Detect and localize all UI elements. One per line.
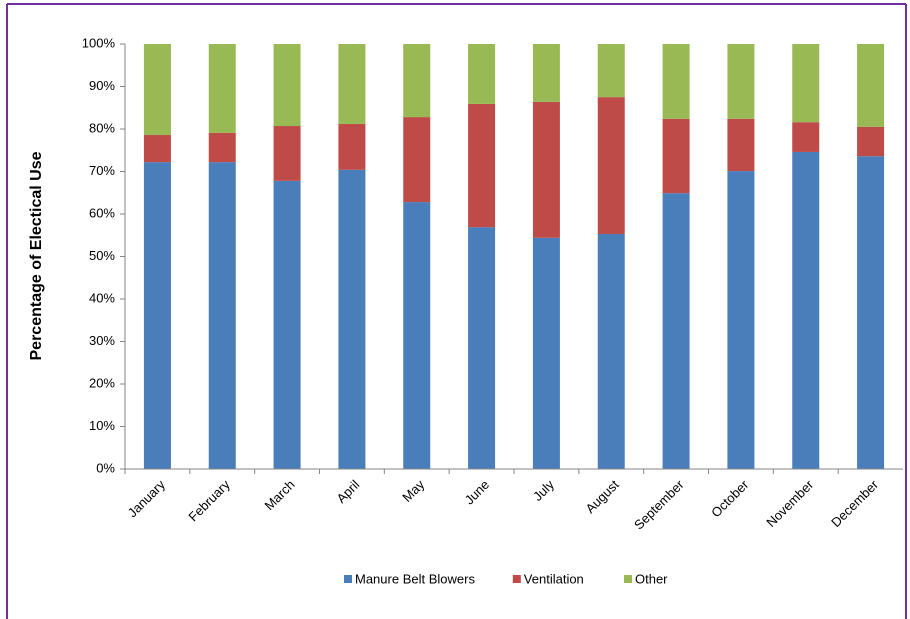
bar-segment [727, 118, 755, 172]
legend-label: Ventilation [524, 571, 584, 586]
bar-segment [338, 169, 366, 470]
bar-segment [532, 101, 560, 238]
bar-segment [597, 44, 625, 98]
bar-segment [597, 97, 625, 234]
bar-segment [468, 44, 496, 104]
x-tick-label: April [333, 477, 362, 506]
bar-segment [403, 202, 431, 469]
legend-swatch [512, 575, 521, 583]
bar-segment [662, 193, 690, 470]
y-tick-label: 50% [89, 248, 115, 263]
y-tick-label: 100% [82, 35, 116, 50]
bar-segment [403, 117, 431, 203]
legend-swatch [344, 575, 352, 583]
y-tick-label: 90% [89, 78, 115, 93]
y-tick-label: 10% [89, 418, 115, 433]
bar-segment [468, 103, 496, 228]
bar-segment [143, 162, 171, 469]
y-tick-label: 0% [96, 460, 115, 475]
bar-segment [273, 44, 301, 127]
x-tick-label: October [708, 476, 752, 520]
x-tick-label: March [261, 477, 297, 513]
bar-segment [727, 44, 755, 119]
x-tick-label: February [185, 477, 233, 525]
legend-swatch [624, 575, 632, 583]
x-tick-label: May [399, 477, 427, 505]
y-tick-label: 40% [89, 290, 115, 305]
y-tick-label: 80% [89, 120, 115, 135]
x-tick-label: September [631, 476, 687, 532]
bar-segment [208, 132, 236, 163]
bar-segment [792, 122, 820, 152]
bar-segment [532, 44, 560, 102]
x-tick-label: November [763, 476, 816, 529]
bar-segment [143, 44, 171, 135]
bar-segment [338, 123, 366, 170]
bar-segment [857, 156, 885, 469]
bar-segment [792, 44, 820, 123]
bar-segment [143, 134, 171, 163]
bar-segment [338, 44, 366, 124]
y-axis-title: Percentage of Electical Use [28, 151, 45, 360]
bar-segment [403, 44, 431, 118]
x-tick-label: July [530, 477, 557, 504]
bar-segment [273, 126, 301, 181]
legend-label: Other [635, 571, 668, 586]
x-tick-label: August [583, 477, 622, 516]
bar-segment [792, 151, 820, 469]
bar-segment [727, 171, 755, 469]
y-tick-label: 60% [89, 205, 115, 220]
bar-segment [662, 118, 690, 194]
bar-segment [468, 227, 496, 469]
legend-label: Manure Belt Blowers [355, 571, 475, 586]
bar-segment [208, 44, 236, 133]
bar-segment [857, 44, 885, 127]
bar-segment [662, 44, 690, 119]
x-tick-label: June [462, 477, 493, 508]
x-tick-label: December [828, 476, 881, 529]
bar-segment [532, 237, 560, 469]
y-tick-label: 20% [89, 375, 115, 390]
bar-segment [597, 233, 625, 469]
y-tick-label: 30% [89, 333, 115, 348]
bar-segment [208, 162, 236, 469]
x-tick-label: January [125, 477, 169, 521]
y-tick-label: 70% [89, 163, 115, 178]
bar-segment [273, 180, 301, 469]
bar-segment [857, 126, 885, 157]
